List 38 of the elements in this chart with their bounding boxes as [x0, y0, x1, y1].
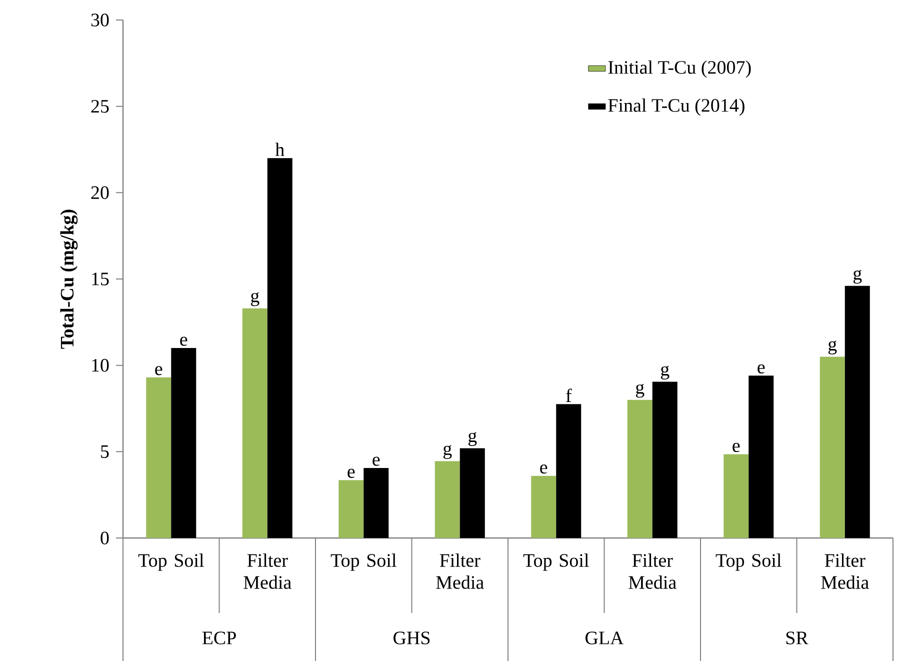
legend-label: Initial T-Cu (2007) [608, 60, 751, 78]
data-label: e [732, 442, 740, 452]
x-tick-label: Top Soil [716, 554, 782, 571]
data-label: g [250, 292, 260, 306]
y-tick-label: 20 [91, 186, 109, 200]
x-tick-label: Filter Media [436, 554, 484, 589]
x-tick-label: Top Soil [523, 554, 589, 571]
y-tick-label: 10 [92, 358, 109, 372]
text: ECP [202, 632, 236, 644]
y-tick-label: 30 [91, 14, 109, 26]
x-tick-label: Filter Media [821, 554, 869, 589]
data-label: e [758, 364, 765, 374]
y-tick-label: 25 [91, 100, 109, 113]
data-label: e [155, 366, 162, 376]
data-label: e [540, 464, 548, 474]
text: SR [786, 632, 808, 644]
text: GLA [586, 632, 624, 644]
data-label: e [348, 468, 355, 478]
y-tick-label: 15 [92, 272, 109, 286]
data-label: f [566, 388, 572, 402]
data-label: e [372, 456, 380, 466]
text: GHS [394, 632, 430, 644]
data-label: g [660, 366, 670, 380]
x-tick-label: Filter Media [628, 554, 676, 589]
x-tick-label: Top Soil [138, 554, 204, 571]
data-label: g [468, 432, 477, 446]
data-label: g [853, 270, 862, 284]
y-tick-label: 5 [101, 445, 109, 458]
x-tick-label: Filter Media [244, 554, 292, 589]
x-tick-label: Top Soil [330, 554, 396, 571]
legend-label: Final T-Cu (2014) [608, 98, 744, 116]
data-label: g [636, 384, 644, 398]
data-label: e [180, 336, 188, 346]
y-tick-label: 0 [100, 532, 109, 544]
data-label: g [443, 445, 452, 459]
data-label: h [275, 142, 284, 156]
data-label: g [828, 340, 837, 354]
y-axis-title: Total-Cu (mg/kg) [60, 210, 78, 349]
